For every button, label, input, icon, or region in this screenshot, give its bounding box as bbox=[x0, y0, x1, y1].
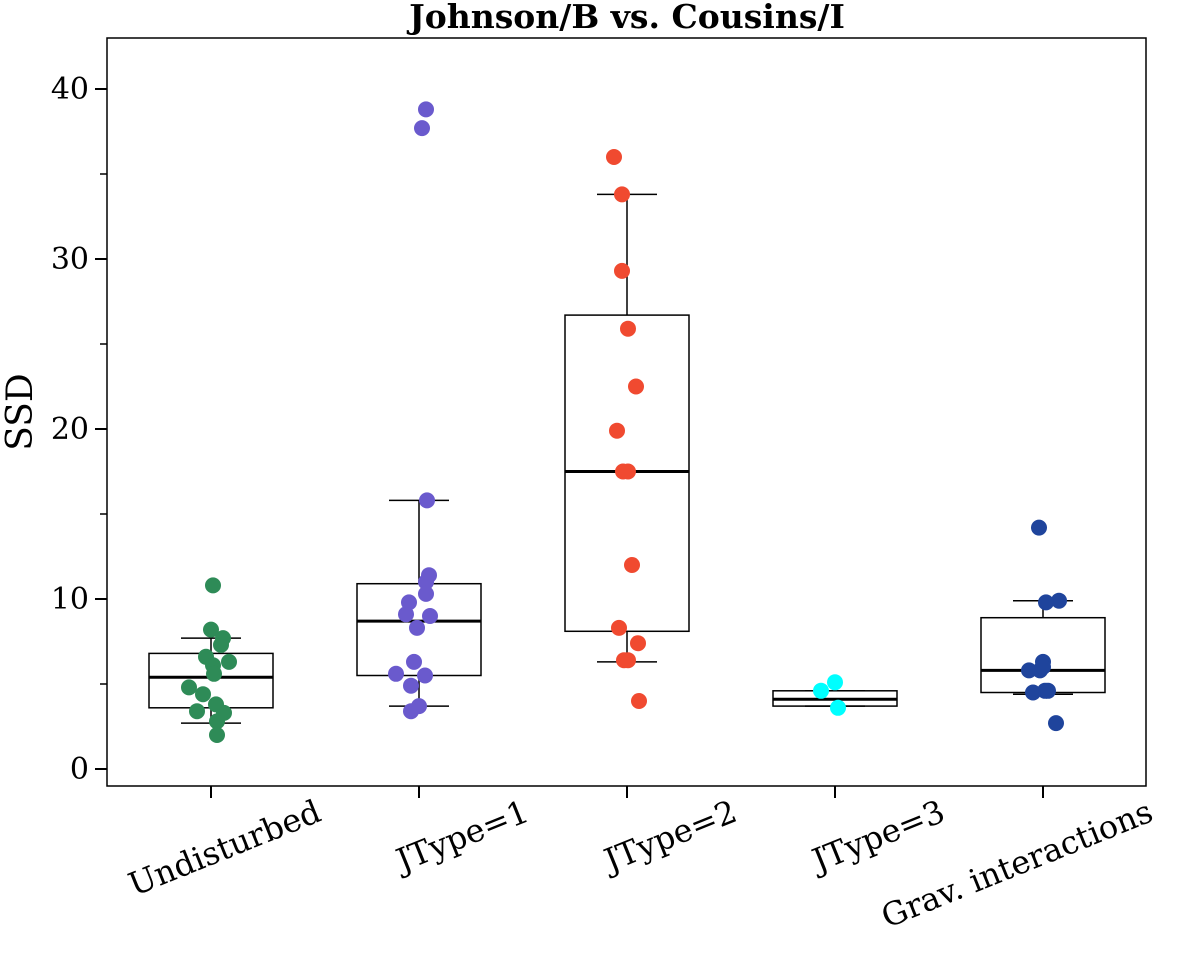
data-point bbox=[205, 577, 221, 594]
data-point bbox=[422, 608, 438, 624]
x-tick-label: JType=2 bbox=[596, 792, 742, 880]
x-tick-label: JType=1 bbox=[388, 792, 534, 880]
data-point bbox=[1021, 662, 1037, 679]
data-point bbox=[206, 665, 222, 682]
data-point bbox=[624, 557, 640, 573]
data-point bbox=[813, 682, 829, 699]
data-point bbox=[414, 120, 430, 137]
chart-title: Johnson/B vs. Cousins/I bbox=[406, 0, 845, 36]
plot-frame bbox=[106, 37, 1147, 787]
data-point bbox=[189, 703, 205, 720]
data-point bbox=[620, 463, 636, 480]
data-point bbox=[403, 703, 419, 720]
data-point bbox=[1031, 519, 1047, 536]
data-point bbox=[418, 574, 434, 590]
data-point bbox=[606, 149, 622, 165]
data-point bbox=[398, 606, 414, 623]
y-tick-label: 10 bbox=[51, 582, 89, 617]
data-point bbox=[611, 619, 627, 636]
data-point bbox=[1048, 715, 1064, 732]
data-point bbox=[181, 679, 197, 696]
data-point bbox=[406, 653, 422, 670]
data-point bbox=[620, 320, 636, 337]
data-point bbox=[195, 686, 211, 703]
data-point bbox=[418, 101, 434, 118]
x-tick-label: Undisturbed bbox=[123, 792, 326, 903]
y-axis-label: SSD bbox=[0, 373, 41, 451]
data-point bbox=[1040, 682, 1056, 699]
data-point bbox=[631, 693, 647, 709]
y-tick-label: 0 bbox=[70, 752, 89, 787]
data-point bbox=[620, 652, 636, 669]
data-point bbox=[403, 677, 419, 694]
box-3 bbox=[564, 193, 690, 663]
data-point bbox=[418, 585, 434, 602]
data-point bbox=[1051, 592, 1067, 609]
data-point bbox=[209, 727, 225, 743]
data-point bbox=[609, 422, 625, 439]
data-point bbox=[614, 186, 630, 203]
data-point bbox=[630, 635, 646, 652]
data-point bbox=[614, 262, 630, 279]
data-point bbox=[417, 667, 433, 684]
box-5 bbox=[980, 599, 1106, 695]
box-iqr bbox=[564, 314, 690, 633]
data-point bbox=[1035, 659, 1051, 675]
data-point bbox=[213, 636, 229, 653]
data-point bbox=[221, 653, 237, 670]
data-point bbox=[203, 621, 219, 638]
data-point bbox=[209, 713, 225, 730]
plot-area: 0 10 20 30 40 Undisturbed JType=1 JType=2 JType=… bbox=[51, 37, 1158, 936]
x-tick-label: JType=3 bbox=[804, 792, 950, 880]
data-point bbox=[409, 619, 425, 636]
data-point bbox=[1038, 594, 1054, 611]
data-point bbox=[1025, 684, 1041, 701]
y-tick-label: 30 bbox=[51, 242, 89, 277]
data-point bbox=[830, 699, 846, 716]
y-tick-label: 40 bbox=[51, 72, 89, 107]
data-point bbox=[827, 674, 843, 691]
y-tick-label: 20 bbox=[51, 412, 89, 447]
data-point bbox=[419, 492, 435, 509]
data-point bbox=[628, 378, 644, 395]
data-point bbox=[388, 665, 404, 682]
